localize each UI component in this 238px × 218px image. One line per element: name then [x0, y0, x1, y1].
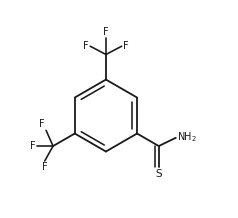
Text: F: F: [30, 141, 35, 151]
Text: NH$_2$: NH$_2$: [177, 130, 197, 144]
Text: F: F: [123, 41, 129, 51]
Text: S: S: [155, 169, 162, 179]
Text: F: F: [83, 41, 89, 51]
Text: F: F: [103, 27, 109, 37]
Text: F: F: [39, 119, 45, 129]
Text: F: F: [41, 162, 47, 172]
